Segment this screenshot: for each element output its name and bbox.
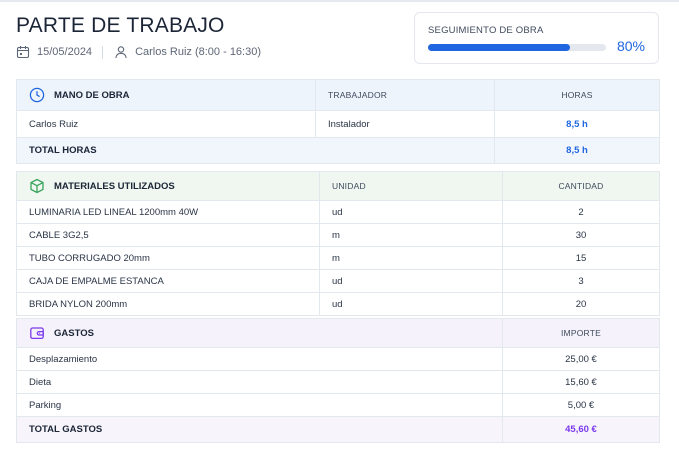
table-row: Dieta 15,60 € [16, 370, 660, 394]
material-name: TUBO CORRUGADO 20mm [16, 246, 320, 270]
materials-header-row: MATERIALES UTILIZADOS UNIDAD CANTIDAD [16, 171, 660, 201]
labor-worker-name: Carlos Ruiz [16, 110, 316, 138]
expenses-total-row: TOTAL GASTOS 45,60 € [16, 416, 660, 443]
labor-total-label: TOTAL HORAS [16, 137, 495, 164]
table-row: CAJA DE EMPALME ESTANCA ud 3 [16, 269, 660, 293]
expense-amount: 15,60 € [502, 370, 660, 394]
material-qty: 20 [502, 292, 660, 316]
labor-worker-role: Instalador [315, 110, 495, 138]
table-row: BRIDA NYLON 200mm ud 20 [16, 292, 660, 316]
materials-col-unit: UNIDAD [319, 171, 503, 201]
material-qty: 2 [502, 200, 660, 224]
materials-title-cell: MATERIALES UTILIZADOS [16, 171, 320, 201]
table-row: Parking 5,00 € [16, 393, 660, 417]
progress-card: SEGUIMIENTO DE OBRA 80% [414, 12, 659, 64]
material-unit: m [319, 246, 503, 270]
table-row: TUBO CORRUGADO 20mm m 15 [16, 246, 660, 270]
progress-value: 80% [616, 38, 645, 54]
table-row: CABLE 3G2,5 m 30 [16, 223, 660, 247]
material-qty: 30 [502, 223, 660, 247]
user-icon [114, 45, 128, 59]
meta-divider [102, 45, 104, 59]
labor-header-row: MANO DE OBRA TRABAJADOR HORAS [16, 79, 660, 111]
material-unit: ud [319, 269, 503, 293]
box-icon [29, 178, 45, 194]
materials-table: MATERIALES UTILIZADOS UNIDAD CANTIDAD LU… [16, 171, 660, 316]
calendar-icon [16, 45, 30, 59]
labor-total-row: TOTAL HORAS 8,5 h [16, 137, 660, 164]
material-qty: 3 [502, 269, 660, 293]
material-name: CABLE 3G2,5 [16, 223, 320, 247]
material-name: CAJA DE EMPALME ESTANCA [16, 269, 320, 293]
labor-title: MANO DE OBRA [54, 89, 130, 101]
page-title: PARTE DE TRABAJO [16, 14, 225, 37]
expense-name: Dieta [16, 370, 503, 394]
table-row: Desplazamiento 25,00 € [16, 347, 660, 371]
top-divider [0, 0, 679, 2]
labor-title-cell: MANO DE OBRA [16, 79, 316, 111]
report-date: 15/05/2024 [37, 46, 93, 58]
worker-shift: Carlos Ruiz (8:00 - 16:30) [135, 46, 262, 58]
labor-worker-hours: 8,5 h [494, 110, 660, 138]
material-unit: ud [319, 292, 503, 316]
material-name: LUMINARIA LED LINEAL 1200mm 40W [16, 200, 320, 224]
progress-label: SEGUIMIENTO DE OBRA [428, 25, 544, 36]
expenses-total-label: TOTAL GASTOS [16, 416, 503, 443]
expenses-title-cell: GASTOS [16, 318, 503, 348]
progress-fill [428, 44, 571, 51]
expenses-total-value: 45,60 € [502, 416, 660, 443]
table-row: Carlos Ruiz Instalador 8,5 h [16, 110, 660, 138]
materials-title: MATERIALES UTILIZADOS [54, 180, 175, 192]
clock-icon [29, 87, 45, 103]
material-qty: 15 [502, 246, 660, 270]
labor-col-hours: HORAS [494, 79, 660, 111]
expense-amount: 5,00 € [502, 393, 660, 417]
expenses-col-amount: IMPORTE [502, 318, 660, 348]
expenses-table: GASTOS IMPORTE Desplazamiento 25,00 € Di… [16, 318, 660, 443]
report-meta: 15/05/2024 Carlos Ruiz (8:00 - 16:30) [16, 44, 261, 60]
expense-name: Desplazamiento [16, 347, 503, 371]
progress-track [428, 44, 606, 51]
material-unit: ud [319, 200, 503, 224]
labor-col-worker: TRABAJADOR [315, 79, 495, 111]
labor-table: MANO DE OBRA TRABAJADOR HORAS Carlos Rui… [16, 79, 660, 164]
labor-total-value: 8,5 h [494, 137, 660, 164]
expense-amount: 25,00 € [502, 347, 660, 371]
expense-name: Parking [16, 393, 503, 417]
expenses-header-row: GASTOS IMPORTE [16, 318, 660, 348]
material-name: BRIDA NYLON 200mm [16, 292, 320, 316]
materials-col-qty: CANTIDAD [502, 171, 660, 201]
expenses-title: GASTOS [54, 327, 94, 339]
wallet-icon [29, 325, 45, 341]
material-unit: m [319, 223, 503, 247]
table-row: LUMINARIA LED LINEAL 1200mm 40W ud 2 [16, 200, 660, 224]
